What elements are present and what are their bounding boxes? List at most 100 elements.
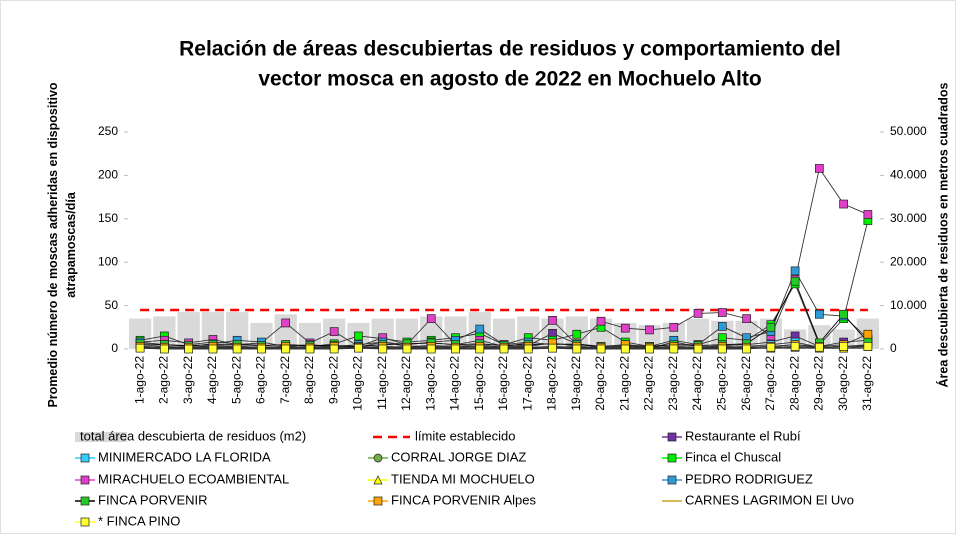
marker — [80, 517, 90, 527]
marker — [281, 318, 291, 328]
x-tick-label: 12-ago-22 — [399, 356, 413, 411]
marker — [499, 344, 509, 354]
marker — [667, 432, 677, 442]
marker — [693, 309, 703, 318]
y2-tick-label: 40.000 — [890, 168, 927, 182]
marker — [572, 344, 582, 354]
y2-tick-label: 30.000 — [890, 211, 927, 225]
marker — [281, 344, 291, 354]
legend-item: total área descubierta de residuos (m2) — [75, 428, 306, 443]
x-tick-label: 31-ago-22 — [860, 356, 874, 411]
legend-item: PEDRO RODRIGUEZ — [662, 471, 813, 486]
marker — [184, 344, 193, 354]
y-tick-label: 200 — [98, 168, 118, 182]
area-bar — [614, 322, 637, 349]
y2-tick-label: 50.000 — [890, 124, 927, 138]
marker — [80, 453, 90, 463]
legend-label: MINIMERCADO LA FLORIDA — [98, 449, 271, 464]
legend-label: FINCA PORVENIR Alpes — [391, 492, 536, 507]
marker — [373, 475, 383, 485]
marker — [766, 342, 776, 352]
marker — [596, 316, 606, 326]
x-tick-label: 23-ago-22 — [666, 356, 680, 411]
marker — [373, 496, 383, 506]
legend-label: FINCA PORVENIR — [98, 492, 208, 507]
y-axis-label: Promedio número de moscas adheridas en d… — [46, 82, 78, 407]
x-tick-label: 18-ago-22 — [545, 356, 559, 411]
x-tick-label: 19-ago-22 — [569, 356, 583, 411]
legend-item: * FINCA PINO — [75, 513, 180, 528]
legend-label: CORRAL JORGE DIAZ — [391, 449, 526, 464]
marker — [329, 327, 339, 336]
legend-item: CARNES LAGRIMON El Uvo — [662, 492, 854, 507]
marker — [717, 308, 727, 317]
x-tick-label: 22-ago-22 — [642, 356, 656, 411]
legend-label: * FINCA PINO — [98, 513, 180, 528]
y-tick-label: 0 — [111, 341, 118, 355]
legend-item: FINCA PORVENIR Alpes — [368, 492, 536, 507]
marker — [80, 475, 90, 485]
x-tick-label: 13-ago-22 — [423, 356, 437, 411]
x-tick-label: 26-ago-22 — [739, 356, 753, 411]
legend-item: Finca el Chuscal — [662, 449, 781, 464]
x-tick-label: 6-ago-22 — [254, 356, 268, 404]
y-axis-label-line: Promedio número de moscas adheridas en d… — [46, 82, 60, 407]
y-tick-label: 100 — [98, 254, 118, 268]
marker — [693, 344, 703, 354]
x-tick-label: 17-ago-22 — [520, 356, 534, 411]
legend-label: total área descubierta de residuos (m2) — [80, 428, 306, 443]
x-tick-label: 14-ago-22 — [448, 356, 462, 411]
marker — [232, 344, 242, 354]
x-tick-label: 4-ago-22 — [205, 356, 219, 404]
area-bar — [250, 322, 273, 349]
marker — [766, 322, 776, 332]
marker — [863, 210, 873, 219]
chart-title-line-2: vector mosca en agosto de 2022 en Mochue… — [258, 68, 761, 91]
x-tick-label: 1-ago-22 — [132, 356, 146, 404]
area-bar — [517, 316, 540, 349]
chart-title: Relación de áreas descubiertas de residu… — [179, 38, 841, 61]
x-tick-label: 3-ago-22 — [181, 356, 195, 404]
area-bar — [638, 325, 661, 349]
y2-tick-label: 10.000 — [890, 298, 927, 312]
x-tick-label: 9-ago-22 — [326, 356, 340, 404]
marker — [645, 325, 654, 335]
legend-label: CARNES LAGRIMON El Uvo — [685, 492, 854, 507]
marker — [839, 342, 848, 351]
marker — [620, 344, 630, 354]
marker — [717, 322, 727, 331]
marker — [815, 309, 824, 319]
legend-label: Restaurante el Rubí — [685, 428, 801, 443]
legend-item: MINIMERCADO LA FLORIDA — [75, 449, 271, 464]
legend-label: PEDRO RODRIGUEZ — [685, 471, 813, 486]
x-tick-label: 30-ago-22 — [836, 356, 850, 411]
area-bar — [201, 312, 225, 349]
legend-label: TIENDA MI MOCHUELO — [391, 471, 535, 486]
area-bar — [226, 312, 249, 349]
legend-item: Restaurante el Rubí — [662, 428, 801, 443]
y-axis-label-line: atrapamoscas/día — [64, 191, 78, 298]
marker — [790, 276, 800, 286]
marker — [257, 344, 266, 354]
marker — [475, 344, 485, 354]
marker — [742, 314, 751, 323]
marker — [426, 314, 436, 323]
marker — [548, 316, 557, 325]
marker — [839, 309, 848, 319]
marker — [426, 344, 436, 354]
marker — [329, 344, 339, 354]
y2-tick-label: 20.000 — [890, 254, 927, 268]
marker — [354, 343, 363, 353]
marker — [548, 343, 557, 353]
marker — [160, 344, 169, 354]
marker — [451, 344, 460, 354]
y-tick-label: 150 — [98, 211, 118, 225]
marker — [80, 496, 90, 506]
marker — [863, 329, 873, 339]
x-tick-label: 16-ago-22 — [496, 356, 510, 411]
legend-label: MIRACHUELO ECOAMBIENTAL — [98, 471, 289, 486]
legend-item: FINCA PORVENIR — [75, 492, 208, 507]
marker — [572, 329, 582, 339]
marker — [815, 342, 824, 352]
